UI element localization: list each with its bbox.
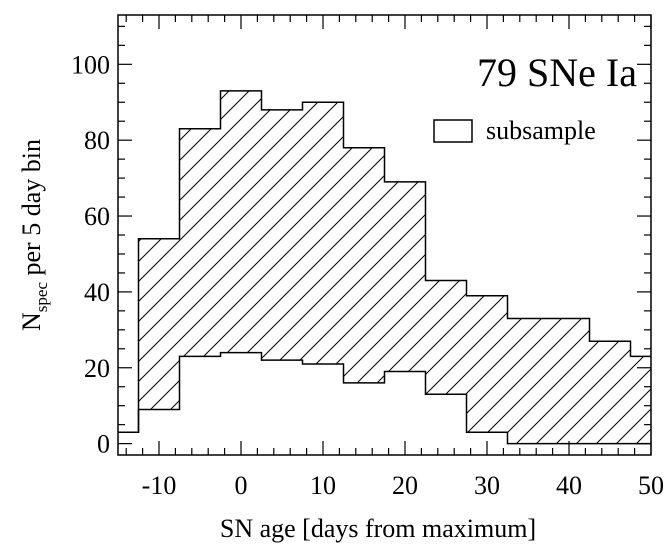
subsample-bar	[630, 443, 651, 455]
x-tick-label: 50	[638, 471, 664, 500]
subsample-bar	[425, 394, 467, 455]
subsample-bar	[220, 352, 262, 455]
legend-label-subsample: subsample	[486, 116, 596, 145]
x-tick-label: 0	[235, 471, 248, 500]
histogram-bars	[118, 90, 651, 455]
subsample-bar	[302, 363, 344, 455]
y-tick-label: 40	[84, 278, 110, 307]
y-tick-label: 80	[84, 126, 110, 155]
subsample-outline	[118, 351, 651, 445]
y-tick-label: 20	[84, 354, 110, 383]
x-tick-label: 20	[392, 471, 418, 500]
y-tick-label: 100	[71, 50, 110, 79]
subsample-bar	[261, 360, 303, 455]
total-bar	[630, 356, 651, 455]
y-axis-label-main: N	[17, 312, 46, 331]
x-axis-label: SN age [days from maximum]	[220, 514, 536, 543]
x-tick-label: 10	[310, 471, 336, 500]
annotation-sample-count: 79 SNe Ia	[477, 50, 637, 95]
x-tick-label: 40	[556, 471, 582, 500]
subsample-bar	[589, 443, 631, 455]
total-bar	[466, 295, 508, 455]
y-axis-label-rest: per 5 day bin	[17, 139, 46, 282]
y-tick-label: 60	[84, 202, 110, 231]
legend: subsample	[433, 116, 596, 145]
subsample-bar	[507, 443, 549, 455]
y-axis-label-subscript: spec	[32, 282, 51, 313]
x-tick-label: -10	[142, 471, 177, 500]
subsample-bar	[179, 356, 221, 455]
y-axis-label: Nspec per 5 day bin	[17, 139, 51, 331]
total-outline	[118, 90, 651, 433]
x-tick-label: 30	[474, 471, 500, 500]
total-bar	[507, 318, 549, 455]
total-bar	[589, 341, 631, 455]
subsample-bar	[343, 382, 385, 455]
total-bar	[548, 318, 590, 455]
legend-swatch-subsample	[433, 119, 473, 143]
axis-ticks: -10 0 10 20 30 40 50 0 20 40 60 80 100	[71, 15, 664, 500]
y-tick-label: 0	[97, 430, 110, 459]
